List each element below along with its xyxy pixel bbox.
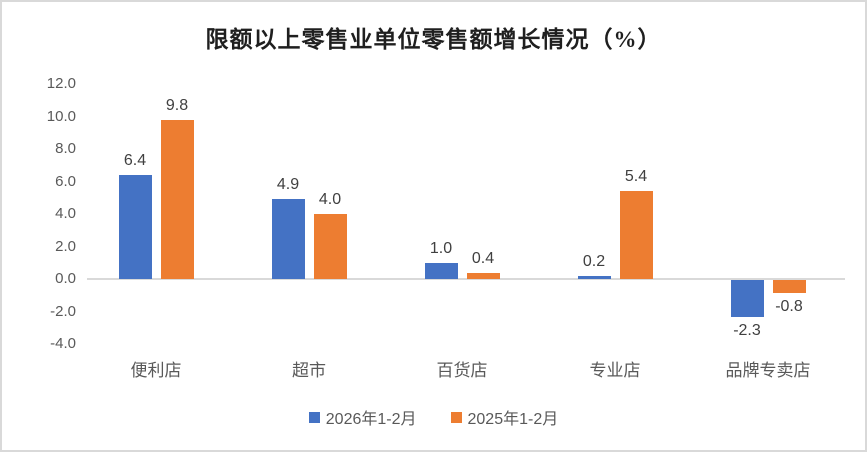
- data-label: 0.2: [582, 252, 606, 270]
- y-axis-tick-label: 4.0: [55, 205, 76, 222]
- y-axis-tick-label: -4.0: [50, 335, 76, 352]
- legend-label: 2025年1-2月: [467, 411, 559, 428]
- data-label: 4.0: [318, 191, 342, 208]
- data-label: 0.4: [471, 249, 495, 267]
- bar-series1: [271, 199, 305, 279]
- bar-series1: [730, 280, 764, 318]
- x-axis-line: [87, 278, 845, 280]
- legend-swatch: [308, 411, 320, 423]
- data-label: 9.8: [165, 96, 189, 114]
- legend-label: 2026年1-2月: [325, 411, 417, 428]
- chart-title: 限额以上零售业单位零售额增长情况（%）: [205, 27, 662, 52]
- y-axis-tick-label: 8.0: [55, 140, 76, 157]
- data-label: 1.0: [429, 239, 453, 257]
- y-axis-tick-label: -2.0: [50, 302, 76, 320]
- legend: 2026年1-2月 2025年1-2月: [2, 405, 865, 429]
- bar-series1: [577, 275, 611, 279]
- category-label: 专业店: [589, 361, 641, 380]
- y-axis-tick-label: 6.0: [55, 172, 76, 190]
- bar-series1: [118, 175, 152, 279]
- category-label: 超市: [292, 361, 326, 380]
- bar-series1: [424, 262, 458, 279]
- bar-series2: [313, 214, 347, 279]
- y-axis-tick-label: 12.0: [46, 75, 76, 92]
- data-label: 6.4: [123, 152, 147, 169]
- data-label: -0.8: [775, 298, 803, 315]
- legend-item: 2025年1-2月: [450, 405, 559, 429]
- y-axis-tick-label: 10.0: [46, 107, 76, 125]
- bar-series2: [466, 272, 500, 279]
- legend-item: 2026年1-2月: [308, 405, 417, 429]
- data-label: -2.3: [733, 322, 761, 340]
- y-axis-tick-label: 0.0: [55, 270, 76, 287]
- bar-series2: [619, 191, 653, 279]
- data-label: 5.4: [624, 168, 648, 186]
- legend-swatch: [450, 411, 462, 423]
- y-axis-tick-label: 2.0: [55, 237, 76, 255]
- category-label: 便利店: [130, 361, 182, 380]
- bar-series2: [772, 280, 806, 293]
- category-label: 百货店: [436, 361, 488, 380]
- bar-series2: [160, 119, 194, 279]
- data-label: 4.9: [276, 176, 300, 194]
- category-label: 品牌专卖店: [725, 361, 811, 380]
